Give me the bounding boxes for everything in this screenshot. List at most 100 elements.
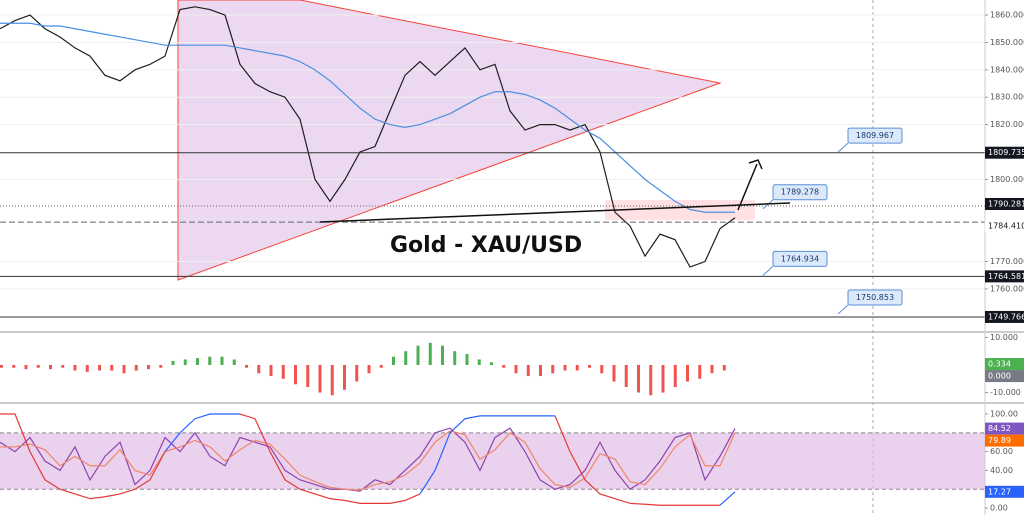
histogram-bar (159, 364, 163, 368)
series-line (0, 6, 736, 268)
callout-label: 1764.934 (781, 254, 819, 263)
price-badge (985, 146, 1024, 159)
price-badge-label: 0.334 (988, 360, 1011, 369)
price-badge (985, 197, 1024, 210)
histogram-bar (416, 345, 420, 365)
histogram-bar (196, 358, 199, 365)
y-tick-label: 1850.000 (990, 38, 1024, 47)
histogram-bar (36, 364, 40, 368)
y-tick-label: -10.000 (990, 388, 1021, 397)
histogram-bar (98, 364, 101, 371)
callout-leader (837, 304, 849, 315)
arrow-head (748, 159, 763, 170)
series-line (164, 413, 240, 453)
histogram-bar (183, 359, 187, 365)
histogram-bar (147, 364, 150, 370)
histogram-bar (355, 364, 359, 382)
price-badge (985, 358, 1024, 371)
histogram-bar (404, 351, 408, 365)
price-badge (985, 485, 1024, 498)
histogram-bar (661, 364, 665, 393)
histogram-bar (49, 364, 52, 370)
histogram-bar (465, 353, 469, 365)
histogram-bar (612, 364, 616, 382)
price-badge (985, 370, 1024, 383)
callout-box (847, 289, 903, 306)
series-line (239, 413, 421, 504)
y-tick-label: 1770.000 (990, 257, 1024, 266)
y-tick-label: 100.00 (990, 410, 1018, 419)
y-tick-label: 60.00 (990, 447, 1013, 456)
callout-box (772, 250, 828, 267)
histogram-bar (722, 364, 726, 371)
histogram-bar (281, 364, 285, 379)
price-badge (985, 422, 1024, 435)
histogram-bar (294, 364, 297, 385)
price-badge-label: 1784.410 (988, 222, 1024, 231)
price-badge-label: 84.52 (988, 424, 1011, 433)
histogram-bar (551, 364, 555, 374)
histogram-bar (257, 364, 261, 374)
support-line (319, 202, 791, 223)
histogram-bar (624, 364, 628, 388)
histogram-bar (134, 364, 138, 371)
zone-drawing (605, 200, 755, 220)
histogram-bar (245, 364, 248, 368)
histogram-bar (710, 364, 714, 374)
y-tick-label: 10.000 (990, 333, 1018, 342)
callout-leader (762, 266, 774, 276)
series-line (554, 415, 720, 506)
histogram-bar (171, 360, 175, 365)
histogram-bar (477, 359, 481, 365)
price-badge-label: 1809.735 (988, 148, 1024, 157)
price-badge-label: 17.27 (988, 487, 1011, 496)
price-badge-label: 1764.581 (988, 272, 1024, 281)
price-badge-label: 79.89 (988, 436, 1011, 445)
histogram-bar (0, 364, 3, 368)
series-line (0, 430, 736, 491)
price-badge (985, 310, 1024, 323)
price-badge (985, 270, 1024, 283)
y-tick-label: 1820.000 (990, 120, 1024, 129)
callout-label: 1809.967 (856, 131, 894, 140)
series-line (0, 22, 735, 213)
y-tick-label: 1760.000 (990, 284, 1024, 293)
y-tick-label: 1840.000 (990, 65, 1024, 74)
chart-title: Gold - XAU/USD (390, 233, 582, 258)
callout-leader (837, 142, 849, 153)
histogram-bar (122, 364, 126, 374)
histogram-bar (318, 364, 322, 393)
histogram-bar (698, 364, 702, 379)
arrow-line (737, 163, 758, 211)
histogram-bar (526, 364, 530, 377)
histogram-bar (379, 364, 383, 368)
histogram-bar (490, 362, 493, 365)
histogram-bar (502, 364, 506, 368)
histogram-bar (453, 351, 457, 365)
histogram-bar (24, 364, 28, 370)
histogram-bar (367, 364, 371, 374)
histogram-bar (269, 364, 273, 377)
histogram-bar (343, 364, 346, 390)
histogram-bar (649, 364, 653, 396)
histogram-bar (73, 364, 77, 371)
histogram-bar (514, 364, 518, 374)
price-badge (985, 434, 1024, 447)
histogram-bar (428, 342, 432, 365)
histogram-bar (232, 359, 236, 365)
histogram-bar (110, 364, 114, 371)
histogram-bar (539, 364, 542, 377)
series-line (0, 427, 736, 492)
price-badge (985, 220, 1024, 233)
callout-label: 1789.278 (781, 188, 819, 197)
histogram-bar (306, 364, 310, 388)
histogram-bar (600, 364, 604, 374)
y-tick-label: 1830.000 (990, 93, 1024, 102)
callout-box (772, 184, 828, 201)
histogram-bar (12, 364, 16, 368)
histogram-bar (85, 364, 89, 372)
histogram-bar (392, 356, 395, 365)
histogram-bar (563, 364, 567, 371)
histogram-bar (686, 364, 689, 382)
